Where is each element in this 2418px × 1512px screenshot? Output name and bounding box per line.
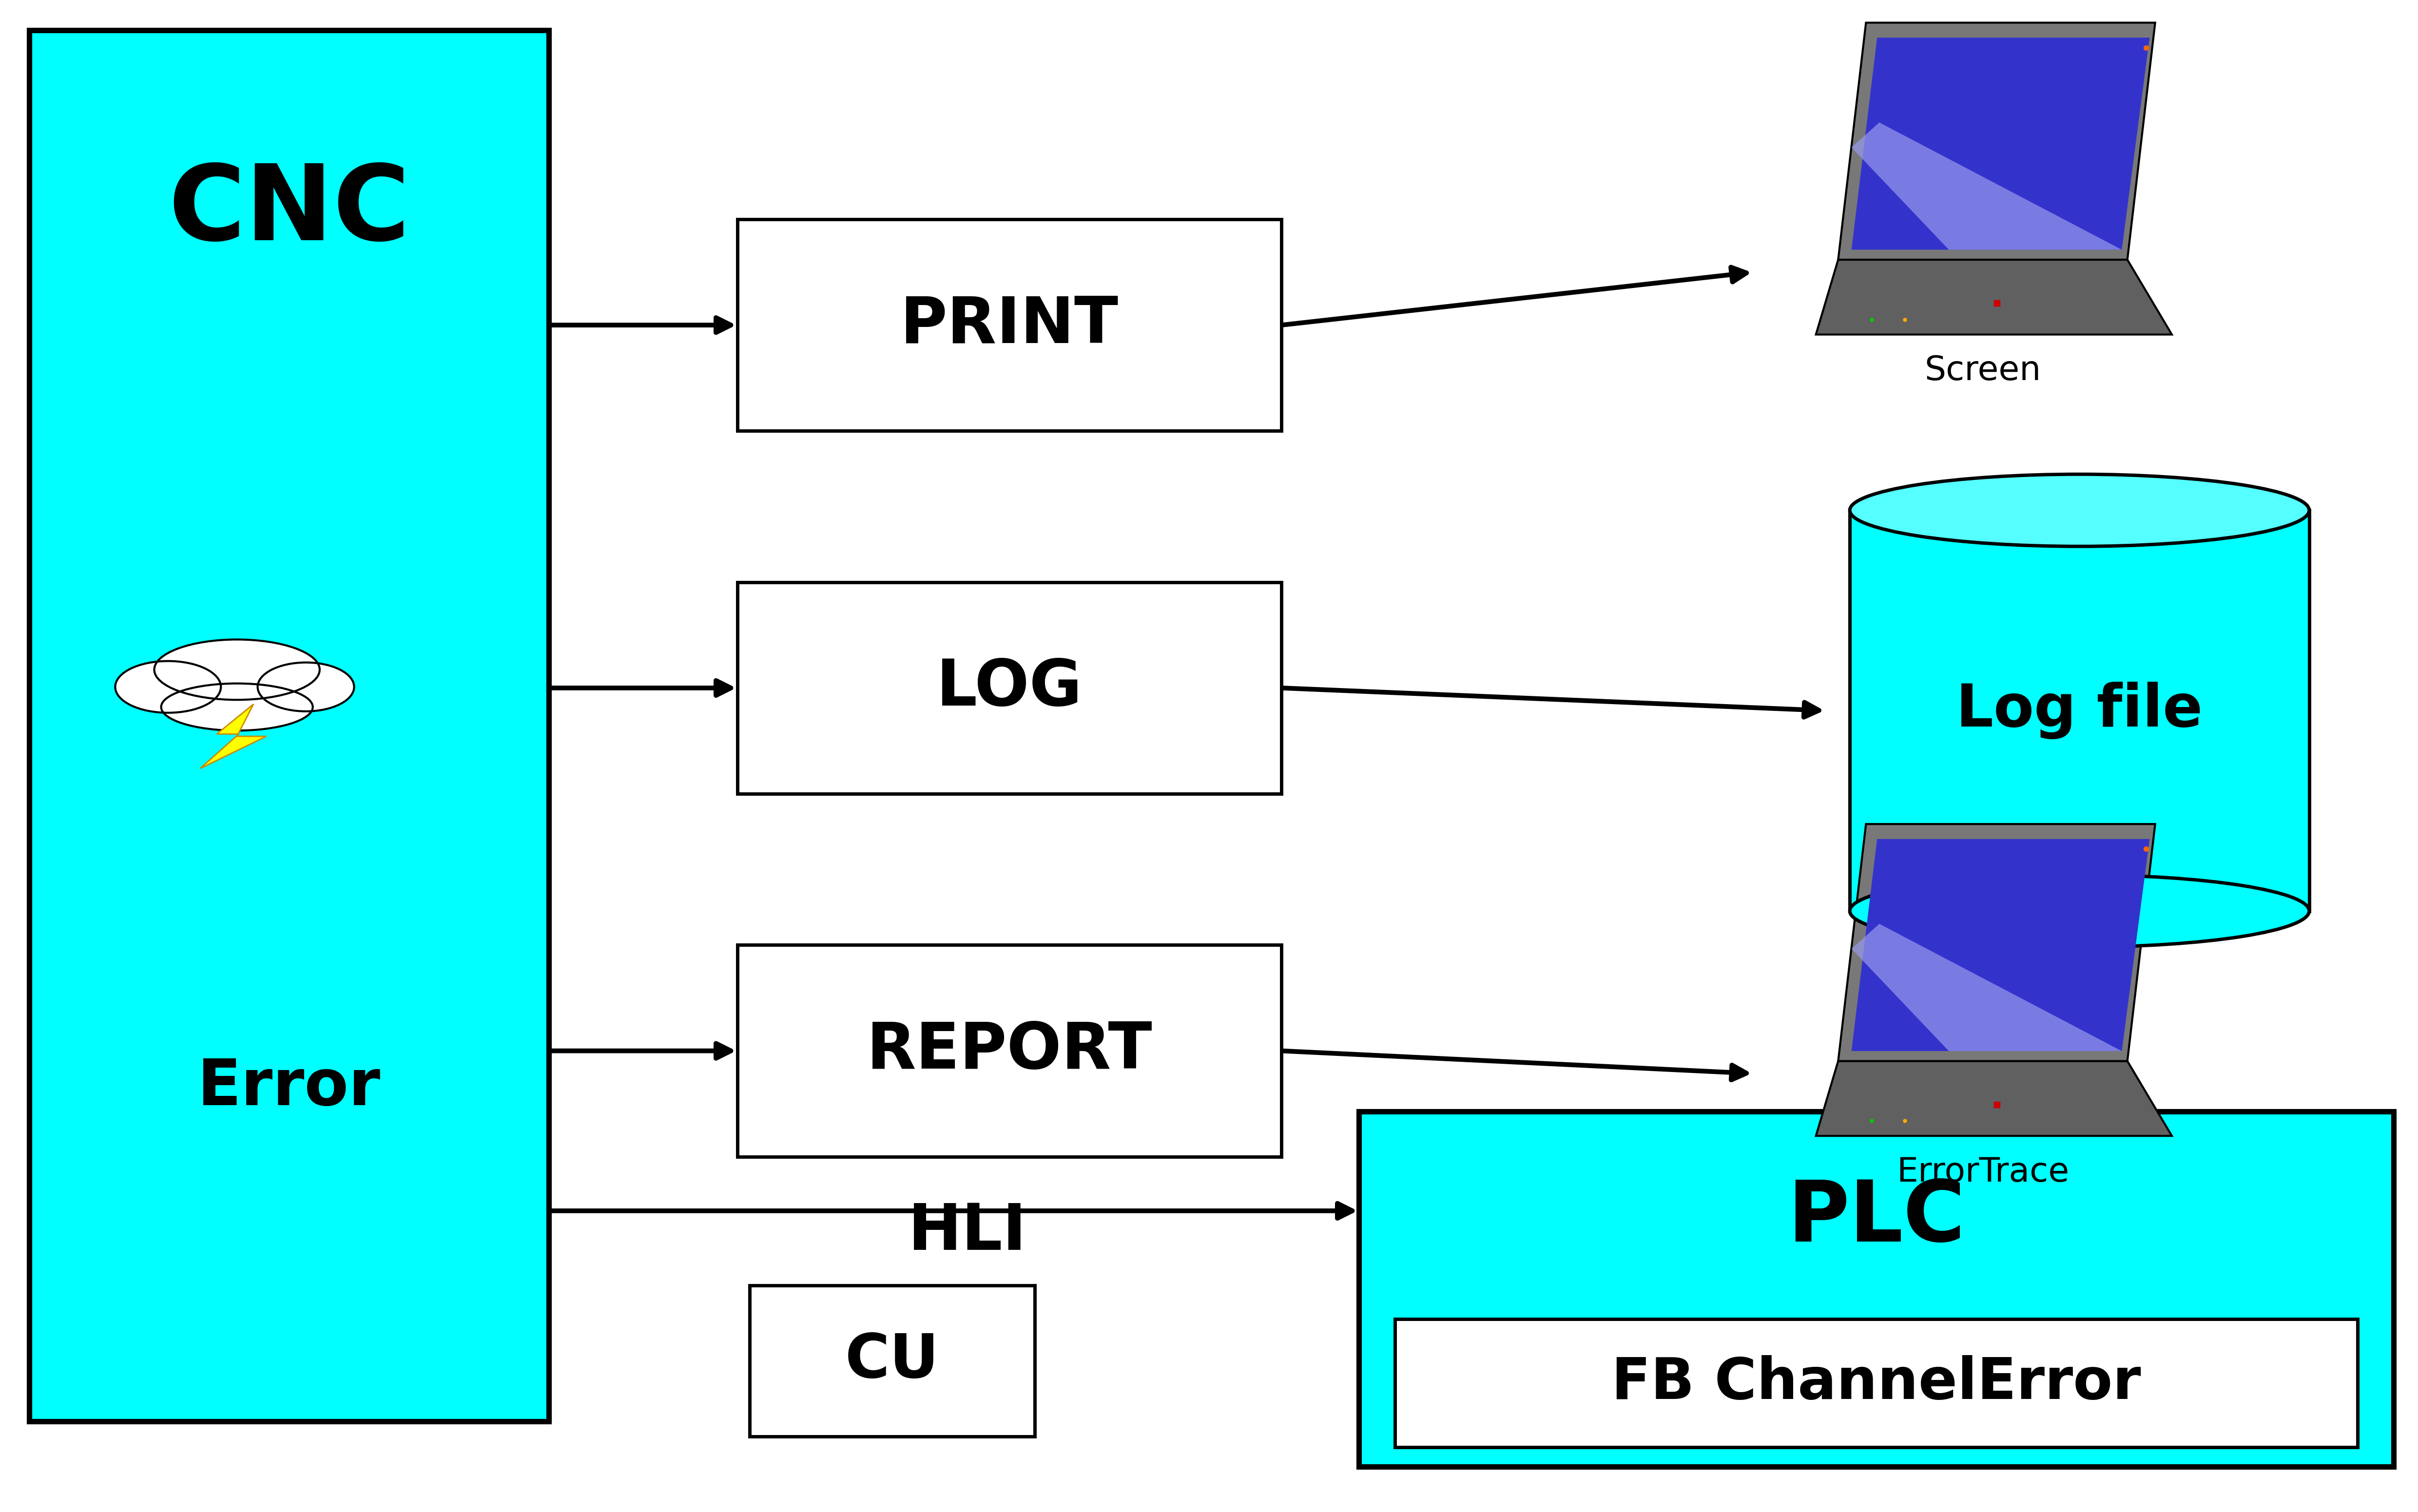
Polygon shape bbox=[201, 705, 266, 768]
Bar bbox=[29, 30, 549, 1421]
Text: Screen: Screen bbox=[1925, 354, 2041, 387]
Bar bbox=[1850, 510, 2309, 910]
Bar bbox=[737, 219, 1282, 431]
Ellipse shape bbox=[1850, 875, 2309, 947]
Ellipse shape bbox=[1850, 475, 2309, 546]
Text: HLI: HLI bbox=[907, 1202, 1028, 1263]
Ellipse shape bbox=[259, 662, 353, 711]
Text: PRINT: PRINT bbox=[899, 295, 1120, 355]
Text: ErrorTrace: ErrorTrace bbox=[1896, 1155, 2070, 1188]
Text: CU: CU bbox=[846, 1332, 938, 1390]
Text: PLC: PLC bbox=[1787, 1176, 1966, 1259]
Bar bbox=[1395, 1318, 2358, 1447]
Text: Error: Error bbox=[198, 1057, 380, 1119]
Text: CNC: CNC bbox=[167, 160, 411, 262]
Polygon shape bbox=[1838, 23, 2154, 260]
Text: Log file: Log file bbox=[1956, 682, 2203, 739]
Polygon shape bbox=[1816, 260, 2171, 334]
Polygon shape bbox=[1816, 1061, 2171, 1136]
Bar bbox=[1359, 1111, 2394, 1467]
Polygon shape bbox=[1852, 38, 2150, 249]
Polygon shape bbox=[1852, 122, 2121, 249]
Polygon shape bbox=[1852, 839, 2150, 1051]
Polygon shape bbox=[1838, 824, 2154, 1061]
Bar bbox=[737, 582, 1282, 794]
Ellipse shape bbox=[155, 640, 319, 700]
Bar bbox=[737, 945, 1282, 1157]
Text: FB ChannelError: FB ChannelError bbox=[1610, 1355, 2142, 1411]
Text: REPORT: REPORT bbox=[866, 1021, 1153, 1081]
Ellipse shape bbox=[116, 661, 220, 712]
Ellipse shape bbox=[162, 683, 312, 730]
Text: LOG: LOG bbox=[936, 658, 1083, 718]
Bar bbox=[750, 1285, 1035, 1436]
Polygon shape bbox=[1852, 924, 2121, 1051]
